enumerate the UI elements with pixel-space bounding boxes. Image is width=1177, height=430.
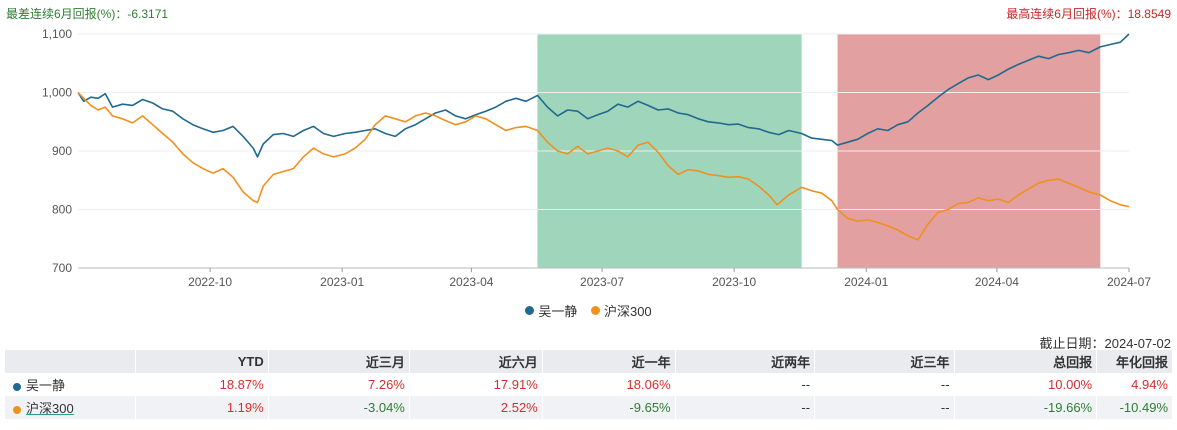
legend-label-index: 沪深300	[603, 304, 652, 319]
cell-value: --	[814, 396, 955, 419]
header-1y: 近一年	[542, 350, 676, 373]
cell-value: -9.65%	[542, 396, 676, 419]
cell-value: 18.87%	[135, 373, 269, 396]
row-name-index[interactable]: 沪深300	[5, 396, 136, 419]
table-row: 沪深300 1.19% -3.04% 2.52% -9.65% -- -- -1…	[5, 396, 1173, 419]
x-tick-label: 2024-07	[1107, 275, 1151, 289]
legend-label-fund: 吴一静	[538, 304, 578, 319]
cell-value: 1.19%	[135, 396, 269, 419]
cell-value: 2.52%	[409, 396, 543, 419]
row-name-fund[interactable]: 吴一静	[5, 373, 136, 396]
x-tick-label: 2024-01	[844, 275, 888, 289]
series-line-fund	[77, 33, 1130, 158]
y-tick-label: 800	[52, 203, 72, 217]
x-tick-label: 2023-01	[320, 275, 364, 289]
header-3y: 近三年	[814, 350, 955, 373]
x-tick-label: 2022-10	[188, 275, 232, 289]
chart-legend: 吴一静 沪深300	[0, 301, 1177, 320]
cell-value: --	[675, 373, 816, 396]
x-tick-label: 2024-04	[975, 275, 1019, 289]
index-dot-icon	[13, 405, 21, 414]
fund-name: 吴一静	[26, 378, 66, 393]
header-total: 总回报	[954, 350, 1098, 373]
cell-value: 7.26%	[268, 373, 410, 396]
as-of-date: 截止日期：2024-07-02	[1039, 336, 1172, 351]
y-tick-label: 1,100	[42, 27, 72, 41]
y-tick-label: 1,000	[42, 86, 72, 100]
performance-table: YTD 近三月 近六月 近一年 近两年 近三年 总回报 年化回报 吴一静 18.…	[5, 350, 1173, 419]
cell-value: --	[814, 373, 955, 396]
series-line-index	[77, 91, 1130, 241]
header-annualized: 年化回报	[1096, 350, 1173, 373]
cell-value: -19.66%	[954, 396, 1098, 419]
x-tick-label: 2023-10	[712, 275, 756, 289]
performance-line-chart: 700 800 900 1,000 1,100 2022-10 2023-01 2023-0…	[42, 27, 1151, 289]
header-6m: 近六月	[409, 350, 543, 373]
index-name: 沪深300	[26, 401, 74, 416]
best-6m-return-label: 最高连续6月回报(%)：18.8549	[1006, 7, 1171, 21]
x-tick-label: 2023-07	[580, 275, 624, 289]
header-3m: 近三月	[268, 350, 410, 373]
table-header-row: YTD 近三月 近六月 近一年 近两年 近三年 总回报 年化回报	[5, 350, 1173, 373]
y-tick-label: 700	[52, 261, 72, 275]
legend-dot-index-icon	[590, 306, 600, 315]
header-2y: 近两年	[675, 350, 816, 373]
y-tick-label: 900	[52, 144, 72, 158]
legend-item-fund[interactable]: 吴一静	[525, 301, 577, 320]
cell-value: 4.94%	[1096, 373, 1173, 396]
cell-value: -10.49%	[1096, 396, 1173, 419]
cell-value: 10.00%	[954, 373, 1098, 396]
worst-6m-return-label: 最差连续6月回报(%)：-6.3171	[6, 7, 169, 21]
cell-value: --	[675, 396, 816, 419]
cell-value: -3.04%	[268, 396, 410, 419]
cell-value: 17.91%	[409, 373, 543, 396]
cell-value: 18.06%	[542, 373, 676, 396]
fund-dot-icon	[13, 382, 21, 391]
x-tick-label: 2023-04	[449, 275, 493, 289]
legend-item-index[interactable]: 沪深300	[590, 301, 652, 320]
header-ytd: YTD	[135, 350, 269, 373]
table-row: 吴一静 18.87% 7.26% 17.91% 18.06% -- -- 10.…	[5, 373, 1173, 396]
header-name	[5, 350, 136, 373]
legend-dot-fund-icon	[525, 306, 535, 315]
